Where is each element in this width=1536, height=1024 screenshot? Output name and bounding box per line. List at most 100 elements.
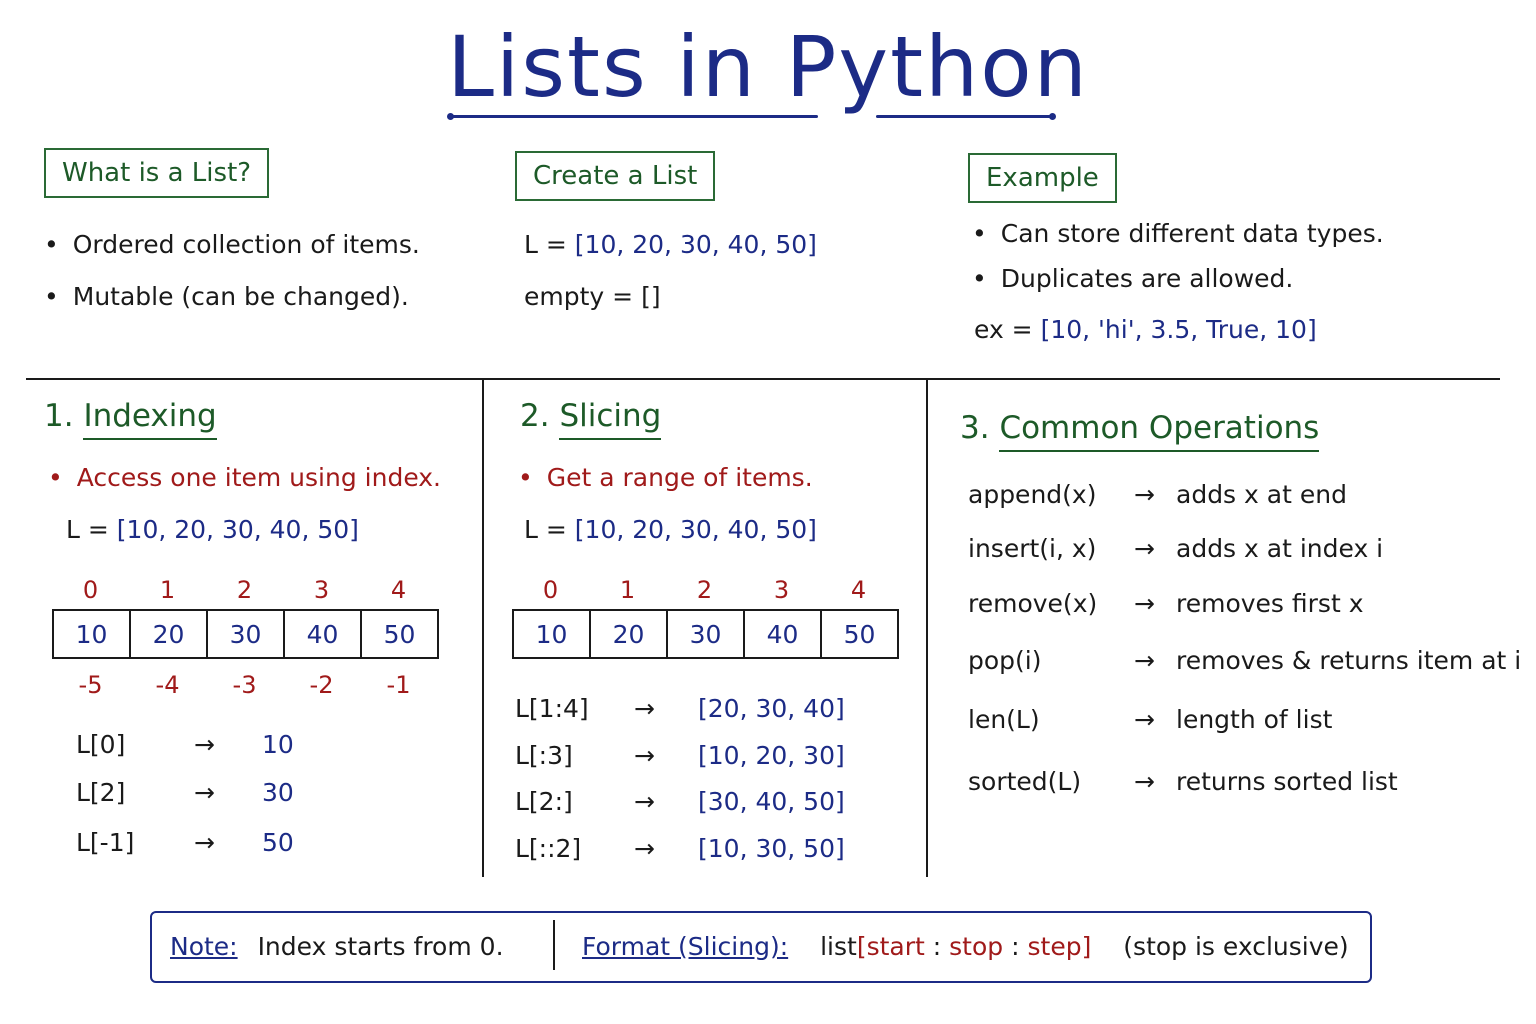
example-line: ex = [10, 'hi', 3.5, True, 10] — [974, 315, 1317, 344]
arrow: → — [1134, 767, 1155, 796]
create-line-1: L = [10, 20, 30, 40, 50] — [524, 230, 817, 259]
create-value-1: [10, 20, 30, 40, 50] — [574, 230, 817, 259]
indexing-expr: L[0] — [76, 730, 126, 759]
horizontal-divider — [26, 378, 1500, 380]
operation-func: remove(x) — [968, 589, 1098, 618]
format-close: ] — [1081, 932, 1092, 961]
negative-index-label: -1 — [386, 671, 411, 699]
slicing-list-cells: 10 20 30 40 50 — [512, 609, 899, 659]
slicing-result: [10, 30, 50] — [698, 834, 845, 863]
arrow: → — [634, 694, 655, 723]
slicing-expr: L[2:] — [515, 787, 573, 816]
what-bullet-2: Mutable (can be changed). — [44, 282, 409, 311]
arrow: → — [194, 730, 215, 759]
arrow: → — [1134, 480, 1155, 509]
title-underline-dot-left — [447, 113, 454, 120]
operation-func: len(L) — [968, 705, 1040, 734]
operation-func: insert(i, x) — [968, 534, 1097, 563]
index-label: 1 — [619, 576, 636, 604]
slicing-positive-indices: 0 1 2 3 4 — [512, 576, 897, 604]
what-is-list-label: What is a List? — [44, 148, 270, 198]
operation-desc: returns sorted list — [1176, 767, 1398, 796]
example-var: ex = — [974, 315, 1033, 344]
negative-index-label: -4 — [155, 671, 180, 699]
note-label: Note: — [170, 932, 238, 961]
list-cell: 20 — [131, 611, 208, 657]
page-title: Lists in Python — [447, 18, 1089, 116]
arrow: → — [1134, 646, 1155, 675]
slicing-expr: L[1:4] — [515, 694, 589, 723]
indexing-heading-number: 1. — [44, 398, 74, 434]
example-label: Example — [968, 153, 1117, 203]
slicing-result: [10, 20, 30] — [698, 741, 845, 770]
list-cell: 30 — [208, 611, 285, 657]
list-cell: 50 — [383, 619, 416, 649]
operation-desc: removes & returns item at i — [1176, 646, 1522, 675]
indexing-list: L = [10, 20, 30, 40, 50] — [66, 515, 359, 544]
title-underline-left — [450, 115, 818, 118]
indexing-expr: L[-1] — [76, 828, 135, 857]
arrow: → — [194, 778, 215, 807]
format-sep-1: : — [932, 932, 942, 961]
indexing-heading-text: Indexing — [83, 398, 217, 440]
format-step: step — [1027, 932, 1082, 961]
format-sep-2: : — [1011, 932, 1020, 961]
slicing-result: [30, 40, 50] — [698, 787, 845, 816]
index-label: 4 — [850, 576, 867, 604]
list-cell: 30 — [668, 611, 745, 657]
create-var-2: empty = — [524, 282, 634, 311]
negative-index-label: -2 — [309, 671, 334, 699]
operations-heading-text: Common Operations — [999, 410, 1320, 452]
slicing-list-value: [10, 20, 30, 40, 50] — [574, 515, 817, 544]
index-label: 1 — [159, 576, 176, 604]
format-section: Format (Slicing): list[start : stop : st… — [582, 932, 1349, 961]
operation-func: append(x) — [968, 480, 1097, 509]
operation-desc: adds x at end — [1176, 480, 1347, 509]
index-label: 2 — [696, 576, 713, 604]
slicing-heading: 2. Slicing — [520, 398, 662, 440]
index-label: 0 — [542, 576, 559, 604]
note-box — [150, 911, 1372, 983]
note-text: Index starts from 0. — [257, 932, 504, 961]
slicing-list: L = [10, 20, 30, 40, 50] — [524, 515, 817, 544]
column-divider-1 — [482, 379, 484, 877]
example-bullet-2: Duplicates are allowed. — [972, 264, 1294, 293]
indexing-expr: L[2] — [76, 778, 126, 807]
operations-heading: 3. Common Operations — [960, 410, 1320, 452]
operation-desc: length of list — [1176, 705, 1333, 734]
operations-heading-number: 3. — [960, 410, 990, 446]
list-cell: 40 — [745, 611, 822, 657]
indexing-list-var: L = — [66, 515, 109, 544]
title-underline-dot-right — [1049, 113, 1056, 120]
indexing-heading: 1. Indexing — [44, 398, 217, 440]
note-divider — [553, 920, 555, 970]
index-label: 2 — [236, 576, 253, 604]
indexing-list-cells: 10 20 30 40 50 — [52, 609, 439, 659]
arrow: → — [194, 828, 215, 857]
list-cell: 10 — [514, 611, 591, 657]
arrow: → — [1134, 705, 1155, 734]
list-cell: 50 — [843, 619, 876, 649]
slicing-list-var: L = — [524, 515, 567, 544]
arrow: → — [1134, 534, 1155, 563]
indexing-result: 50 — [262, 828, 294, 857]
indexing-negative-indices: -5 -4 -3 -2 -1 — [52, 671, 437, 699]
format-start: start — [866, 932, 925, 961]
slicing-bullet: Get a range of items. — [518, 463, 813, 492]
create-var-1: L = — [524, 230, 567, 259]
slicing-expr: L[::2] — [515, 834, 582, 863]
indexing-list-value: [10, 20, 30, 40, 50] — [116, 515, 359, 544]
format-open: [ — [856, 932, 867, 961]
index-label: 3 — [773, 576, 790, 604]
list-cell: 20 — [591, 611, 668, 657]
indexing-bullet: Access one item using index. — [48, 463, 441, 492]
operation-desc: adds x at index i — [1176, 534, 1384, 563]
operation-func: pop(i) — [968, 646, 1042, 675]
operation-func: sorted(L) — [968, 767, 1082, 796]
format-label: Format (Slicing): — [582, 932, 789, 961]
list-cell: 40 — [285, 611, 362, 657]
format-suffix: (stop is exclusive) — [1123, 932, 1349, 961]
create-line-2: empty = [] — [524, 282, 661, 311]
negative-index-label: -3 — [232, 671, 257, 699]
operation-desc: removes first x — [1176, 589, 1364, 618]
